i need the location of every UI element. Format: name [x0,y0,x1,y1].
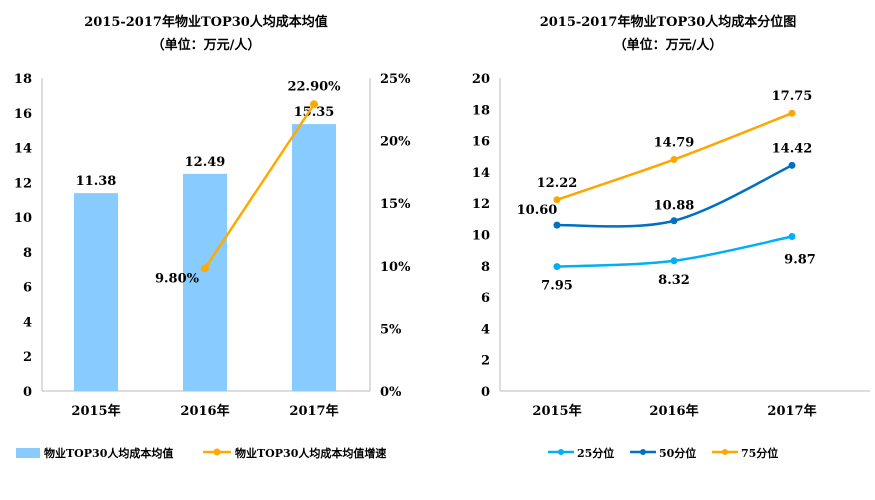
series-line-50分位 [556,164,793,228]
y-tick-label: 16 [472,135,490,150]
series-data-label: 14.79 [654,136,695,151]
y-tick-label: 20 [472,72,490,87]
series-point [788,109,796,117]
series-point [553,263,561,271]
bar-data-label: 11.38 [76,174,117,189]
legend-marker [213,448,221,456]
series-point [670,217,678,225]
series-point [788,161,796,169]
x-tick-label: 2015年 [532,403,581,419]
y-tick-label: 10 [14,211,32,226]
y2-tick-label: 0% [380,385,402,400]
bar-data-label: 12.49 [185,155,226,170]
y-tick-label: 8 [481,260,490,275]
y-tick-label: 8 [23,246,32,261]
legend-label: 50分位 [659,446,696,460]
legend-bar-swatch [16,448,40,458]
y-tick-label: 12 [14,176,32,191]
legend-marker [722,449,728,455]
series-point [670,257,678,265]
x-tick-label: 2017年 [289,403,338,419]
legend-marker [640,449,646,455]
chart-subtitle: （单位：万元/人） [614,37,723,53]
y-tick-label: 14 [472,166,490,181]
y-tick-label: 2 [23,350,32,365]
series-data-label: 14.42 [772,141,813,156]
bar [292,124,336,391]
y-tick-label: 2 [481,354,490,369]
y-tick-label: 0 [23,385,32,400]
y-tick-label: 4 [481,322,490,337]
series-data-label: 10.88 [654,199,695,214]
growth-line [203,103,316,269]
y-tick-label: 18 [472,103,490,118]
y2-tick-label: 15% [380,197,411,212]
y-tick-label: 0 [481,385,490,400]
legend-label: 物业TOP30人均成本均值增速 [235,446,386,460]
growth-data-label: 22.90% [287,79,341,94]
y-tick-label: 16 [14,107,32,122]
y-tick-label: 10 [472,229,490,244]
chart-title: 2015-2017年物业TOP30人均成本分位图 [540,14,797,30]
chart-subtitle: （单位：万元/人） [152,37,261,53]
legend-marker [558,449,564,455]
series-data-label: 17.75 [772,89,813,104]
legend-label: 25分位 [577,446,614,460]
y-tick-label: 4 [23,315,32,330]
x-tick-label: 2015年 [71,403,120,419]
series-point [553,196,561,204]
y-tick-label: 6 [481,291,490,306]
x-tick-label: 2016年 [649,403,698,419]
legend-label: 物业TOP30人均成本均值 [44,446,173,460]
series-data-label: 10.60 [517,203,558,218]
x-tick-label: 2016年 [180,403,229,419]
y-tick-label: 18 [14,72,32,87]
y-tick-label: 6 [23,281,32,296]
series-data-label: 9.87 [784,253,816,268]
growth-data-label: 9.80% [155,271,200,286]
growth-point [310,100,318,109]
series-point [670,156,678,164]
x-tick-label: 2017年 [767,403,816,419]
series-data-label: 12.22 [537,176,578,191]
series-point [553,221,561,229]
growth-point [201,264,209,273]
series-data-label: 8.32 [658,273,690,288]
series-data-label: 7.95 [541,279,573,294]
chart-title: 2015-2017年物业TOP30人均成本均值 [84,14,328,30]
series-point [788,233,796,241]
y2-tick-label: 10% [380,260,411,275]
y-tick-label: 14 [14,142,32,157]
legend-label: 75分位 [741,446,778,460]
bar [183,173,227,391]
bar [74,193,118,391]
y2-tick-label: 25% [380,72,411,87]
y-tick-label: 12 [472,197,490,212]
y2-tick-label: 20% [380,135,411,150]
bar-data-label: 15.35 [294,105,335,120]
y2-tick-label: 5% [380,322,402,337]
